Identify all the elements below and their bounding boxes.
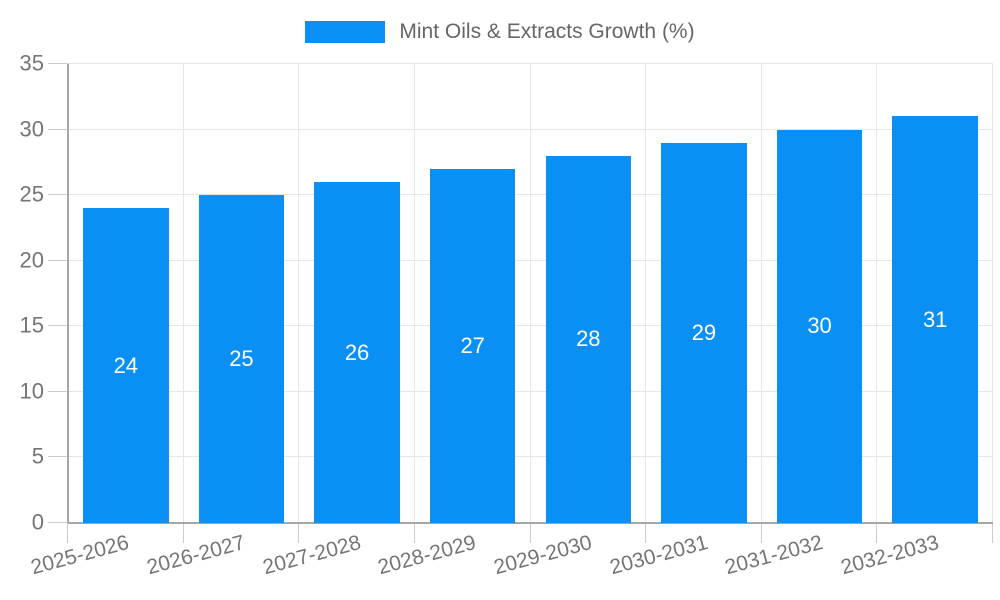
bar-value-label: 30 — [807, 313, 832, 339]
bar: 26 — [314, 182, 400, 523]
gridline-horizontal — [68, 325, 993, 327]
gridline-vertical — [992, 64, 993, 523]
y-tick-label: 25 — [19, 181, 44, 207]
gridline-vertical — [413, 64, 415, 523]
bar: 31 — [892, 116, 978, 523]
y-tick-label: 0 — [31, 509, 44, 535]
gridline-horizontal — [68, 259, 993, 261]
gridline-vertical — [876, 64, 878, 523]
x-axis-tick — [67, 523, 68, 543]
gridline-horizontal — [68, 456, 993, 458]
bar: 27 — [429, 168, 516, 523]
bar-value-label: 28 — [576, 326, 601, 352]
y-axis-tick — [48, 194, 68, 196]
gridline-vertical — [529, 64, 531, 523]
gridline-horizontal — [68, 128, 993, 130]
y-tick-label: 30 — [19, 116, 44, 142]
y-tick-label: 20 — [19, 247, 44, 273]
gridline-horizontal — [68, 63, 993, 64]
x-axis-tick — [413, 523, 415, 543]
y-axis-tick — [48, 456, 68, 458]
y-axis-tick — [48, 522, 68, 523]
x-category-label: 2030-2031 — [606, 531, 710, 580]
y-tick-label: 10 — [19, 378, 44, 404]
x-category-label: 2031-2032 — [722, 531, 826, 580]
x-axis-tick — [876, 523, 878, 543]
gridline-horizontal — [68, 390, 993, 392]
legend-swatch-icon — [305, 21, 386, 43]
y-tick-label: 5 — [31, 443, 44, 469]
bar-value-label: 27 — [460, 332, 485, 358]
bar: 29 — [661, 142, 747, 523]
bar: 30 — [776, 129, 863, 523]
bar-value-label: 31 — [922, 306, 948, 332]
bar-value-label: 24 — [113, 352, 139, 378]
x-axis-tick — [298, 523, 300, 543]
gridline-vertical — [645, 64, 647, 523]
bar: 28 — [545, 155, 632, 523]
x-axis-tick — [760, 523, 762, 543]
y-axis-tick — [48, 259, 68, 261]
y-axis-tick — [48, 390, 68, 392]
bar-value-label: 25 — [229, 346, 254, 372]
y-axis-tick — [48, 63, 68, 64]
y-tick-label: 35 — [19, 50, 44, 76]
y-tick-label: 15 — [19, 312, 44, 338]
legend[interactable]: Mint Oils & Extracts Growth (%) — [0, 20, 1000, 44]
gridline-vertical — [298, 64, 300, 523]
gridline-horizontal — [68, 194, 993, 196]
y-axis-line — [67, 64, 69, 523]
bar-value-label: 29 — [691, 319, 717, 345]
bar: 24 — [83, 208, 169, 523]
x-axis-tick — [645, 523, 647, 543]
x-category-label: 2032-2033 — [838, 531, 942, 580]
x-category-label: 2029-2030 — [491, 531, 595, 580]
gridline-vertical — [760, 64, 762, 523]
x-category-label: 2026-2027 — [144, 531, 248, 580]
x-axis-tick — [992, 523, 993, 543]
x-axis-line — [68, 522, 993, 524]
legend-label: Mint Oils & Extracts Growth (%) — [399, 20, 695, 43]
x-category-label: 2028-2029 — [375, 531, 479, 580]
x-axis-tick — [529, 523, 531, 543]
y-axis-tick — [48, 128, 68, 130]
gridline-vertical — [182, 64, 184, 523]
y-axis-tick — [48, 325, 68, 327]
bar-value-label: 26 — [344, 339, 370, 365]
bar: 25 — [198, 195, 285, 523]
x-category-label: 2027-2028 — [260, 531, 364, 580]
x-category-label: 2025-2026 — [28, 531, 132, 580]
x-axis-tick — [182, 523, 184, 543]
